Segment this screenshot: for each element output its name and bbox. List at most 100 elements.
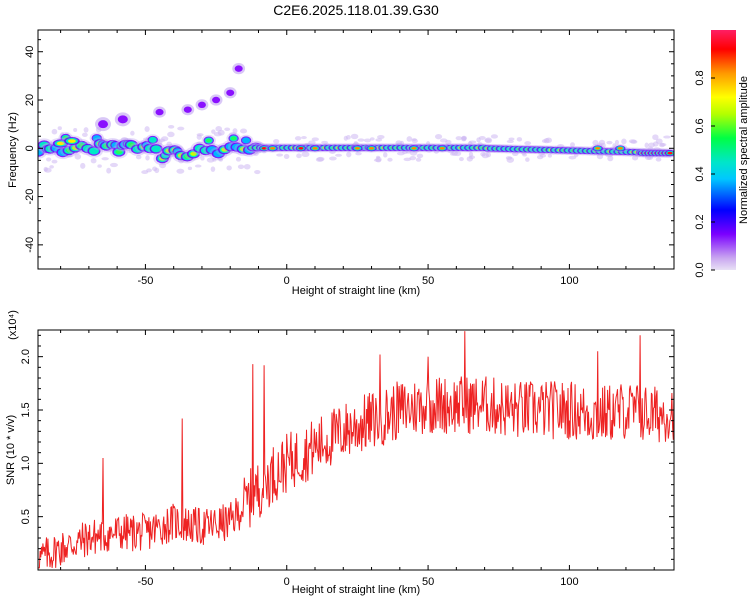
heatmap-speckle xyxy=(415,157,422,162)
heatmap-speckle xyxy=(145,155,150,161)
heatmap-speckle xyxy=(357,138,365,142)
colorbar-gradient xyxy=(711,30,736,270)
colorbar-tick-label: 0.6 xyxy=(694,118,706,133)
heatmap-speckle xyxy=(301,151,310,157)
heatmap-speckle xyxy=(606,140,613,145)
heatmap-speckle xyxy=(434,134,443,140)
heatmap-speckle xyxy=(455,136,463,141)
heatmap-speckle xyxy=(525,157,530,162)
heatmap-cell xyxy=(242,137,251,144)
heatmap-speckle xyxy=(156,139,163,145)
heatmap-speckle xyxy=(90,157,97,164)
heatmap-speckle xyxy=(109,162,118,168)
snr-ticks: -50 0 50 100 0.5 1.0 1.5 2.0 xyxy=(20,330,674,588)
heatmap-speckle xyxy=(343,135,348,141)
heatmap-core xyxy=(115,149,123,155)
spectrogram-ylabel: Frequency (Hz) xyxy=(7,112,19,188)
heatmap-speckle xyxy=(211,129,216,134)
heatmap-speckle xyxy=(450,152,455,156)
heatmap-speckle xyxy=(621,138,627,145)
heatmap-speckle xyxy=(135,154,142,160)
heatmap-speckle xyxy=(167,131,175,138)
heatmap-speckle xyxy=(628,139,637,144)
heatmap-core xyxy=(312,146,318,150)
heatmap-speckle xyxy=(598,139,606,146)
heatmap-core xyxy=(354,146,361,150)
heatmap-speckle xyxy=(51,159,58,164)
heatmap-core xyxy=(595,146,601,150)
heatmap-speckle xyxy=(218,158,223,162)
heatmap-speckle xyxy=(80,162,86,169)
heatmap-core xyxy=(68,139,76,143)
heatmap-core xyxy=(667,151,673,155)
colorbar-tick-label: 0.8 xyxy=(694,70,706,85)
heatmap-speckle xyxy=(51,128,58,135)
heatmap-speckle xyxy=(614,139,620,145)
heatmap-speckle xyxy=(377,134,385,140)
spectrogram-xtick-label: 50 xyxy=(422,275,434,287)
colorbar-tick-label: 0.0 xyxy=(694,262,706,277)
heatmap-speckle xyxy=(468,151,474,157)
heatmap-core xyxy=(231,136,237,141)
harmonic-mark xyxy=(98,120,109,129)
heatmap-speckle xyxy=(239,128,248,134)
heatmap-speckle xyxy=(570,142,575,148)
heatmap-core xyxy=(617,146,623,150)
harmonic-mark xyxy=(212,96,221,104)
heatmap-speckle xyxy=(311,137,319,142)
spectrogram-ytick-label: -20 xyxy=(24,189,36,205)
heatmap-speckle xyxy=(81,132,88,137)
heatmap-speckle xyxy=(466,156,473,162)
snr-ytick-label: 1.0 xyxy=(20,456,32,471)
heatmap-speckle xyxy=(411,138,418,144)
heatmap-core xyxy=(56,141,65,146)
heatmap-speckle xyxy=(83,127,89,133)
snr-frame xyxy=(37,329,675,571)
heatmap-speckle xyxy=(168,124,175,129)
heatmap-speckle xyxy=(46,157,52,162)
spectrogram-xlabel: Height of straight line (km) xyxy=(292,285,420,297)
heatmap-speckle xyxy=(375,138,383,142)
heatmap-speckle xyxy=(346,151,352,158)
heatmap-speckle xyxy=(243,163,251,170)
heatmap-speckle xyxy=(406,136,413,142)
heatmap-speckle xyxy=(296,153,302,159)
heatmap-speckle xyxy=(387,157,393,162)
spectrogram-ytick-label: 40 xyxy=(24,46,36,58)
heatmap-core xyxy=(298,146,304,150)
heatmap-speckle xyxy=(226,165,232,171)
snr-ytick-label: 0.5 xyxy=(20,509,32,524)
heatmap-speckle xyxy=(196,133,204,137)
heatmap-core xyxy=(270,146,276,150)
spectrogram-xtick-label: 100 xyxy=(560,275,578,287)
heatmap-speckle xyxy=(454,151,462,157)
heatmap-speckle xyxy=(459,157,464,162)
heatmap-speckle xyxy=(644,142,649,148)
heatmap-speckle xyxy=(484,137,493,144)
harmonic-mark xyxy=(117,115,128,124)
heatmap-speckle xyxy=(254,169,261,175)
heatmap-speckle xyxy=(545,137,552,143)
heatmap-speckle xyxy=(206,157,215,163)
heatmap-speckle xyxy=(276,153,284,157)
heatmap-cell xyxy=(151,145,162,153)
harmonic-mark xyxy=(226,89,235,96)
colorbar-tick-label: 0.2 xyxy=(694,214,706,229)
heatmap-speckle xyxy=(373,158,382,162)
heatmap-speckle xyxy=(396,151,405,156)
heatmap-speckle xyxy=(215,126,223,132)
spectrogram-ytick-label: -40 xyxy=(24,237,36,253)
heatmap-speckle xyxy=(655,157,662,162)
snr-xlabel: Height of straight line (km) xyxy=(292,584,420,596)
heatmap-speckle xyxy=(506,156,515,163)
heatmap-core xyxy=(90,148,98,154)
colorbar-ticks: 0.0 0.2 0.4 0.6 0.8 xyxy=(694,70,715,278)
heatmap-speckle xyxy=(485,152,491,158)
heatmap-speckle xyxy=(350,133,359,140)
heatmap-speckle xyxy=(652,134,659,141)
heatmap-speckle xyxy=(511,151,519,157)
heatmap-speckle xyxy=(369,137,375,141)
heatmap-speckle xyxy=(592,139,599,146)
snr-ytick-label: 1.5 xyxy=(20,402,32,417)
